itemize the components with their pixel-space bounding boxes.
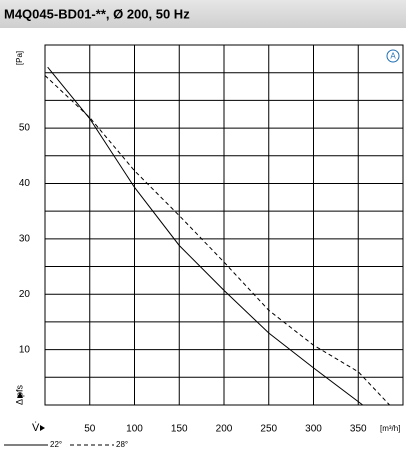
data-line — [44, 75, 390, 406]
legend-label: 28° — [116, 440, 128, 449]
x-tick-label: 100 — [126, 424, 143, 435]
y-tick-label: 20 — [19, 289, 31, 300]
x-tick-label: 250 — [260, 424, 277, 435]
chart-title: M4Q045-BD01-**, Ø 200, 50 Hz — [4, 6, 190, 21]
header-bar — [0, 0, 406, 28]
x-tick-label: 200 — [216, 424, 233, 435]
legend-label: 22° — [50, 440, 62, 449]
y-unit: [Pa] — [15, 51, 24, 65]
y-tick-label: 40 — [19, 178, 31, 189]
x-tick-label: 150 — [171, 424, 188, 435]
data-line — [47, 66, 364, 406]
x-tick-label: 50 — [84, 424, 96, 435]
annotation: A — [390, 52, 396, 61]
y-tick-label: 10 — [19, 344, 31, 355]
x-tick-label: 300 — [305, 424, 322, 435]
y-arrow — [17, 392, 23, 398]
y-tick-label: 50 — [19, 123, 31, 134]
x-tick-label: 350 — [350, 424, 367, 435]
annotation-circle — [386, 49, 400, 63]
x-unit: [m³/h] — [380, 424, 400, 433]
y-tick-label: 30 — [19, 233, 31, 244]
x-axis-label: V̇ — [32, 421, 40, 434]
x-arrow — [40, 425, 45, 431]
